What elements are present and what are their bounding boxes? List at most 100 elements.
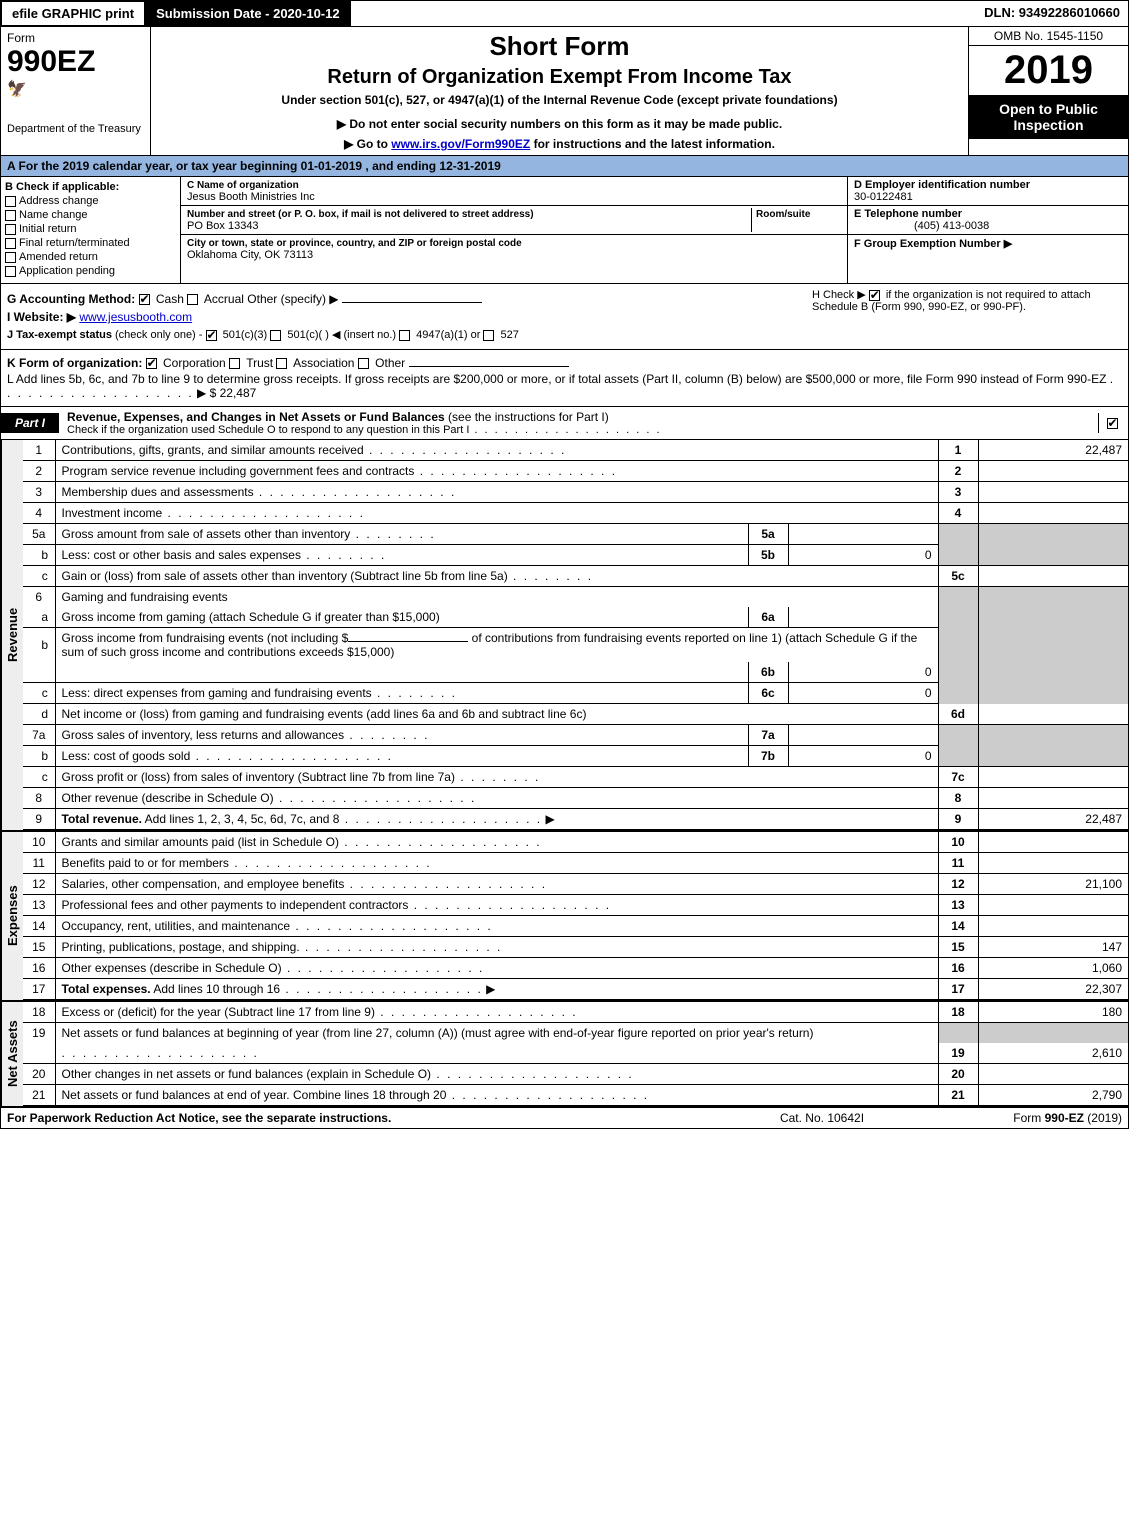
period-pre: A For the 2019 calendar year, or tax yea…	[7, 159, 301, 173]
efile-button[interactable]: efile GRAPHIC print	[1, 1, 145, 26]
line-19-a: 19 Net assets or fund balances at beginn…	[23, 1023, 1128, 1044]
part-i-check-text: Check if the organization used Schedule …	[67, 424, 469, 436]
checkbox-initial-return[interactable]: Initial return	[5, 223, 176, 235]
goto-post: for instructions and the latest informat…	[530, 137, 775, 151]
gross-receipts: $ 22,487	[210, 386, 257, 400]
other-org-input[interactable]	[409, 366, 569, 367]
checkbox-trust[interactable]	[229, 358, 240, 369]
checkbox-association[interactable]	[276, 358, 287, 369]
expenses-sidetab: Expenses	[1, 832, 23, 1000]
line-6: 6 Gaming and fundraising events	[23, 587, 1128, 608]
tax-exempt-label: J Tax-exempt status	[7, 329, 112, 341]
part-i-checkbox[interactable]	[1098, 413, 1128, 433]
checkbox-527[interactable]	[483, 330, 494, 341]
h-text1: H Check ▶	[812, 289, 869, 301]
period-end: 12-31-2019	[439, 159, 500, 173]
part-i-header: Part I Revenue, Expenses, and Changes in…	[0, 407, 1129, 440]
street-label: Number and street (or P. O. box, if mail…	[187, 209, 534, 220]
checkbox-501c3[interactable]	[206, 330, 217, 341]
ein-label: D Employer identification number	[854, 179, 1030, 191]
checkbox-amended-return[interactable]: Amended return	[5, 251, 176, 263]
opt-trust: Trust	[246, 356, 273, 370]
line-2: 2 Program service revenue including gove…	[23, 461, 1128, 482]
checkbox-accrual[interactable]	[187, 294, 198, 305]
line-6d: d Net income or (loss) from gaming and f…	[23, 704, 1128, 725]
org-name-label: C Name of organization	[187, 180, 299, 191]
irs-link[interactable]: www.irs.gov/Form990EZ	[391, 137, 530, 151]
line-12: 12 Salaries, other compensation, and emp…	[23, 874, 1128, 895]
checkbox-corporation[interactable]	[146, 358, 157, 369]
blocks-bcdef: B Check if applicable: Address change Na…	[0, 177, 1129, 284]
block-c: C Name of organization Jesus Booth Minis…	[181, 177, 848, 283]
revenue-table: 1 Contributions, gifts, grants, and simi…	[23, 440, 1128, 830]
checkbox-address-change[interactable]: Address change	[5, 195, 176, 207]
other-method-input[interactable]	[342, 302, 482, 303]
group-exemption-label: F Group Exemption Number ▶	[854, 238, 1012, 250]
checkbox-501c[interactable]	[270, 330, 281, 341]
checkbox-name-change[interactable]: Name change	[5, 209, 176, 221]
line-5a: 5a Gross amount from sale of assets othe…	[23, 524, 1128, 545]
net-assets-table: 18 Excess or (deficit) for the year (Sub…	[23, 1002, 1128, 1106]
topbar: efile GRAPHIC print Submission Date - 20…	[0, 0, 1129, 27]
form-org-label: K Form of organization:	[7, 356, 142, 370]
accounting-method-label: G Accounting Method:	[7, 292, 135, 306]
ein: 30-0122481	[854, 191, 913, 203]
accrual-label: Accrual	[204, 292, 244, 306]
checkbox-cash[interactable]	[139, 294, 150, 305]
cash-label: Cash	[156, 292, 184, 306]
part-i-note: (see the instructions for Part I)	[448, 410, 609, 424]
checkbox-application-pending[interactable]: Application pending	[5, 265, 176, 277]
submission-date-button[interactable]: Submission Date - 2020-10-12	[145, 1, 351, 26]
line-14: 14 Occupancy, rent, utilities, and maint…	[23, 916, 1128, 937]
opt-corporation: Corporation	[163, 356, 226, 370]
blocks-ghij: G Accounting Method: Cash Accrual Other …	[0, 284, 1129, 350]
room-label: Room/suite	[756, 209, 810, 220]
page-footer: For Paperwork Reduction Act Notice, see …	[0, 1107, 1129, 1129]
footer-right: Form 990-EZ (2019)	[902, 1111, 1122, 1125]
line-7c: c Gross profit or (loss) from sales of i…	[23, 767, 1128, 788]
city: Oklahoma City, OK 73113	[187, 249, 313, 261]
line-1: 1 Contributions, gifts, grants, and simi…	[23, 440, 1128, 461]
opt-501c3: 501(c)(3)	[223, 329, 268, 341]
topbar-left: efile GRAPHIC print Submission Date - 20…	[1, 1, 351, 26]
line-9: 9 Total revenue. Total revenue. Add line…	[23, 809, 1128, 830]
block-k: K Form of organization: Corporation Trus…	[7, 356, 1122, 370]
checkbox-final-return[interactable]: Final return/terminated	[5, 237, 176, 249]
block-h: H Check ▶ if the organization is not req…	[802, 288, 1122, 345]
block-l: L Add lines 5b, 6c, and 7b to line 9 to …	[7, 372, 1122, 400]
header-right: OMB No. 1545-1150 2019 Open to Public In…	[968, 27, 1128, 155]
opt-association: Association	[293, 356, 354, 370]
block-l-text: L Add lines 5b, 6c, and 7b to line 9 to …	[7, 372, 1106, 386]
net-assets-section: Net Assets 18 Excess or (deficit) for th…	[0, 1000, 1129, 1107]
header-left: Form 990EZ 🦅 Department of the Treasury	[1, 27, 151, 155]
line-3: 3 Membership dues and assessments 3	[23, 482, 1128, 503]
opt-other-org: Other	[375, 356, 405, 370]
opt-501c: 501(c)( ) ◀ (insert no.)	[287, 329, 396, 341]
block-j: J Tax-exempt status (check only one) - 5…	[7, 328, 802, 341]
line-5c: c Gain or (loss) from sale of assets oth…	[23, 566, 1128, 587]
city-label: City or town, state or province, country…	[187, 238, 522, 249]
checkbox-4947[interactable]	[399, 330, 410, 341]
line-19-b: 19 2,610	[23, 1043, 1128, 1064]
block-i: I Website: ▶ www.jesusbooth.com	[7, 310, 802, 324]
period-begin: 01-01-2019	[301, 159, 362, 173]
opt-527: 527	[501, 329, 519, 341]
street: PO Box 13343	[187, 220, 259, 232]
block-g: G Accounting Method: Cash Accrual Other …	[7, 292, 802, 306]
other-method-label: Other (specify) ▶	[247, 292, 338, 306]
form-title: Return of Organization Exempt From Incom…	[159, 66, 960, 89]
form-header: Form 990EZ 🦅 Department of the Treasury …	[0, 27, 1129, 156]
omb-number: OMB No. 1545-1150	[969, 27, 1128, 46]
line-10: 10 Grants and similar amounts paid (list…	[23, 832, 1128, 853]
line-16: 16 Other expenses (describe in Schedule …	[23, 958, 1128, 979]
blocks-kl: K Form of organization: Corporation Trus…	[0, 350, 1129, 407]
checkbox-other-org[interactable]	[358, 358, 369, 369]
expenses-section: Expenses 10 Grants and similar amounts p…	[0, 830, 1129, 1000]
opt-4947: 4947(a)(1) or	[416, 329, 480, 341]
checkbox-schedule-b[interactable]	[869, 290, 880, 301]
line-7a: 7a Gross sales of inventory, less return…	[23, 725, 1128, 746]
period-row: A For the 2019 calendar year, or tax yea…	[0, 156, 1129, 177]
website-link[interactable]: www.jesusbooth.com	[79, 310, 192, 324]
tax-exempt-note: (check only one) -	[115, 329, 202, 341]
block-def: D Employer identification number 30-0122…	[848, 177, 1128, 283]
